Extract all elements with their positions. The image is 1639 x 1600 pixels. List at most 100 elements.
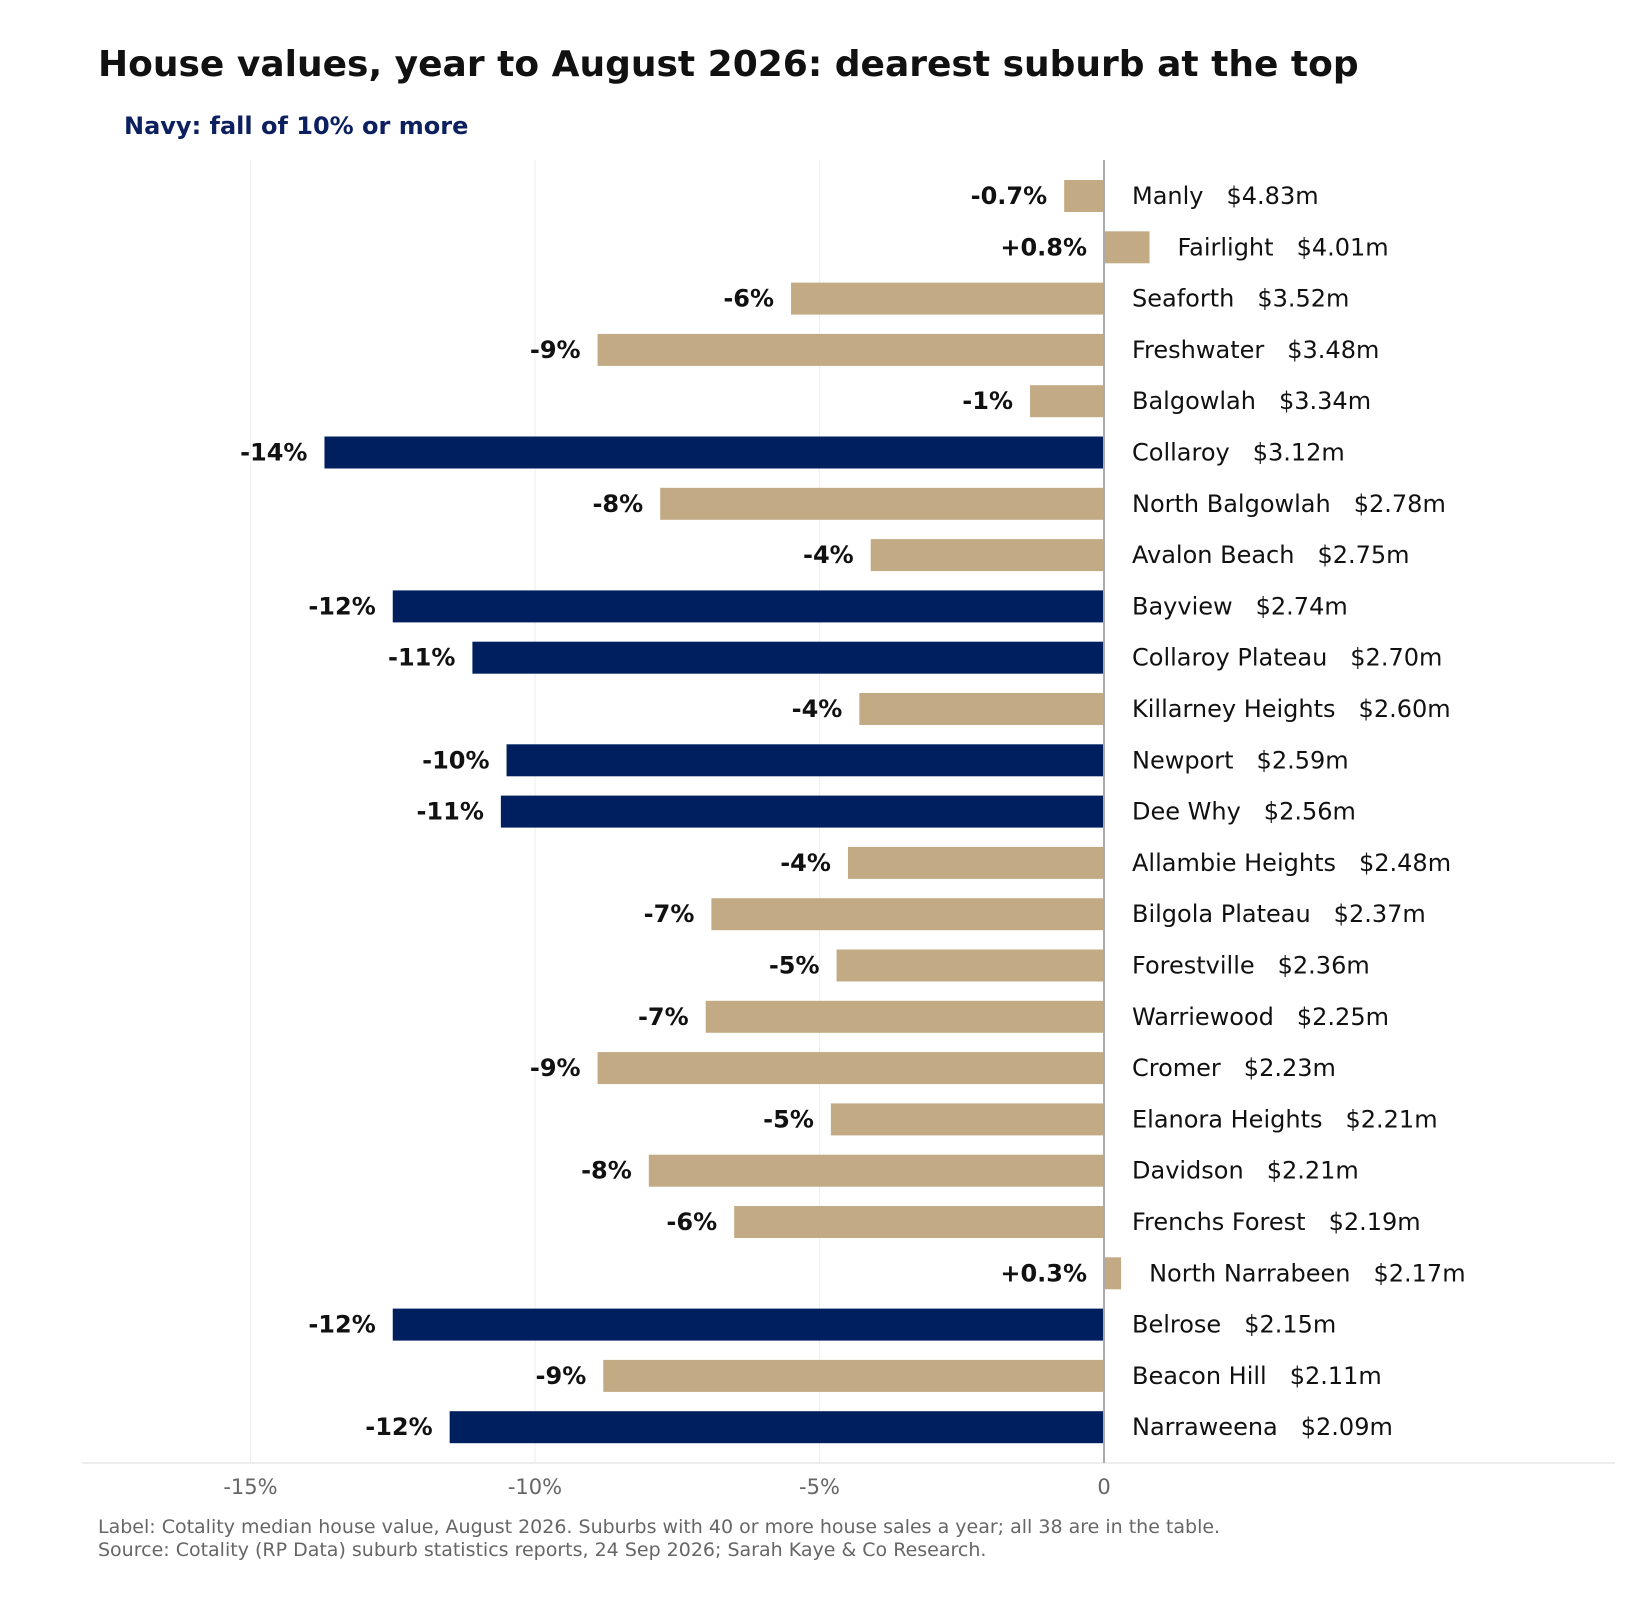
median-value: $2.15m [1244,1311,1336,1339]
data-label: -12% [365,1413,432,1441]
bar [1030,385,1104,418]
median-value: $2.19m [1329,1208,1421,1236]
bar [836,949,1104,982]
bar [705,1000,1104,1033]
bar [870,539,1104,572]
data-label: -12% [308,1311,375,1339]
axes: -15% -10% -5% 0 [82,160,1615,1499]
bar [1104,231,1150,264]
suburb-name: Beacon Hill [1132,1362,1267,1390]
median-value: $2.74m [1256,592,1348,620]
bar [847,846,1104,879]
category-label: Balgowlah $3.34m [1132,387,1371,415]
bar [506,744,1104,777]
suburb-name: Elanora Heights [1132,1105,1322,1133]
category-label: Collaroy $3.12m [1132,439,1345,467]
suburb-name: Collaroy [1132,439,1230,467]
bar [603,1359,1104,1392]
median-value: $3.12m [1253,439,1345,467]
bar [392,1308,1104,1341]
data-label: -4% [780,849,831,877]
x-tick-label: 0 [1097,1475,1110,1499]
bar [1104,1257,1122,1290]
category-label: North Balgowlah $2.78m [1132,490,1446,518]
median-value: $2.25m [1297,1003,1389,1031]
category-label: North Narrabeen $2.17m [1149,1259,1466,1287]
suburb-name: Balgowlah [1132,387,1256,415]
median-value: $2.11m [1290,1362,1382,1390]
data-label: -0.7% [971,182,1048,210]
suburb-name: Bilgola Plateau [1132,900,1311,928]
data-label: +0.3% [1000,1259,1087,1287]
data-label: -5% [769,952,820,980]
suburb-name: Cromer [1132,1054,1221,1082]
chart-subtitle: Navy: fall of 10% or more [124,112,469,140]
category-label: Avalon Beach $2.75m [1132,541,1410,569]
data-label: -8% [592,490,643,518]
category-label: Manly $4.83m [1132,182,1319,210]
median-value: $2.09m [1301,1413,1393,1441]
bar [734,1206,1104,1238]
x-tick-label: -10% [508,1475,562,1499]
bar [472,641,1104,674]
category-label: Elanora Heights $2.21m [1132,1105,1438,1133]
category-label: Allambie Heights $2.48m [1132,849,1451,877]
median-value: $2.70m [1350,644,1442,672]
suburb-name: Frenchs Forest [1132,1208,1306,1236]
median-value: $2.75m [1317,541,1409,569]
data-label: -6% [723,285,774,313]
suburb-name: Killarney Heights [1132,695,1336,723]
suburb-name: Davidson [1132,1157,1244,1185]
suburb-name: Freshwater [1132,336,1264,364]
footnote: Label: Cotality median house value, Augu… [98,1516,1220,1562]
median-value: $2.36m [1278,952,1370,980]
data-label: -5% [763,1105,814,1133]
suburb-name: Manly [1132,182,1204,210]
median-value: $3.34m [1279,387,1371,415]
suburb-name: Seaforth [1132,285,1234,313]
median-value: $2.60m [1359,695,1451,723]
data-label: -11% [388,644,455,672]
bar [597,1052,1104,1085]
data-label: -8% [581,1157,632,1185]
median-value: $3.52m [1257,285,1349,313]
data-label: -4% [792,695,843,723]
category-label: Dee Why $2.56m [1132,798,1356,826]
median-value: $2.59m [1257,746,1349,774]
bar [711,898,1104,931]
suburb-name: Fairlight [1178,233,1274,261]
labels: -0.7% Manly $4.83m +0.8% Fairlight $4.01m -6% S… [240,182,1466,1441]
category-label: Warriewood $2.25m [1132,1003,1389,1031]
suburb-name: Warriewood [1132,1003,1274,1031]
data-label: -1% [962,387,1013,415]
category-label: Cromer $2.23m [1132,1054,1336,1082]
bar [324,436,1105,469]
data-label: -10% [422,746,489,774]
suburb-name: Bayview [1132,592,1233,620]
data-label: -7% [638,1003,689,1031]
data-label: -4% [803,541,854,569]
category-label: Fairlight $4.01m [1178,233,1389,261]
suburb-name: Dee Why [1132,798,1241,826]
category-label: Newport $2.59m [1132,746,1349,774]
median-value: $2.17m [1373,1259,1465,1287]
median-value: $4.83m [1227,182,1319,210]
bar [830,1103,1104,1136]
bar [791,282,1104,315]
x-tick-label: -15% [223,1475,277,1499]
data-label: -12% [308,592,375,620]
suburb-name: Collaroy Plateau [1132,644,1327,672]
category-label: Narraweena $2.09m [1132,1413,1393,1441]
median-value: $2.56m [1264,798,1356,826]
bars [324,180,1150,1444]
suburb-name: North Narrabeen [1149,1259,1350,1287]
chart-title: House values, year to August 2026: deare… [98,44,1359,85]
bar [500,795,1104,828]
data-label: -7% [644,900,695,928]
median-value: $2.21m [1267,1157,1359,1185]
suburb-name: Allambie Heights [1132,849,1336,877]
data-label: -11% [416,798,483,826]
suburb-name: Newport [1132,746,1234,774]
